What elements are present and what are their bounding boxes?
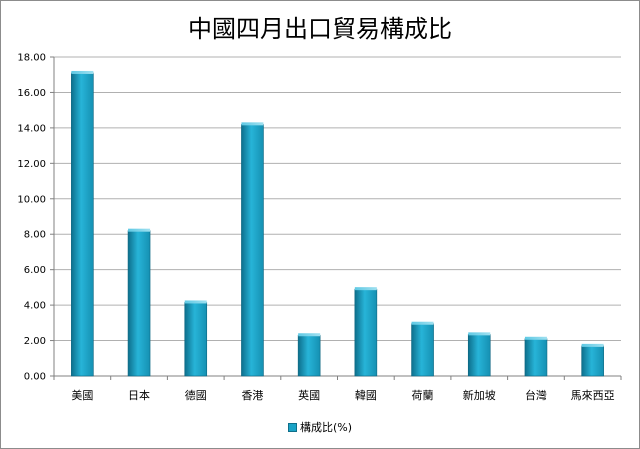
bar-cap <box>581 343 604 347</box>
bar-cap <box>411 321 434 325</box>
bar <box>127 230 151 377</box>
y-tick-label: 0.00 <box>24 372 46 383</box>
y-tick-label: 10.00 <box>17 194 46 205</box>
x-tick-label: 韓國 <box>355 389 377 402</box>
bar-cap <box>298 333 321 337</box>
legend-swatch <box>287 422 297 432</box>
bar <box>581 345 604 377</box>
bar-cap <box>354 287 377 291</box>
bar <box>524 338 548 377</box>
y-tick-label: 18.00 <box>17 53 46 64</box>
y-tick-label: 12.00 <box>17 159 46 170</box>
x-tick-label: 日本 <box>128 388 150 402</box>
bar-cap <box>468 332 491 336</box>
bar <box>184 302 208 377</box>
x-tick-label: 美國 <box>71 389 93 402</box>
x-tick-label: 英國 <box>298 388 320 402</box>
chart-title: 中國四月出口貿易構成比 <box>188 15 452 43</box>
x-tick-label: 德國 <box>185 388 207 402</box>
y-tick-label: 8.00 <box>24 230 46 241</box>
legend-label: 構成比(%) <box>299 421 353 434</box>
y-tick-label: 6.00 <box>24 265 46 276</box>
bar <box>467 334 491 377</box>
bar <box>297 334 321 377</box>
x-tick-label: 香港 <box>241 389 263 402</box>
x-tick-label: 馬來西亞 <box>571 389 615 402</box>
y-tick-label: 14.00 <box>17 123 46 134</box>
x-tick-label: 新加坡 <box>463 388 496 402</box>
bar-cap <box>71 70 94 74</box>
bar-cap <box>128 228 151 232</box>
y-tick-label: 2.00 <box>24 336 46 347</box>
bar <box>241 124 264 377</box>
bar <box>411 323 434 377</box>
bar-cap <box>241 122 264 126</box>
bar-cap <box>524 336 547 340</box>
y-tick-label: 16.00 <box>17 88 46 99</box>
legend: 構成比(%) <box>1 419 639 435</box>
bar <box>71 72 94 377</box>
x-tick-label: 台灣 <box>525 388 547 402</box>
bar <box>354 288 378 377</box>
bar-cap <box>184 300 207 304</box>
x-tick-label: 荷蘭 <box>412 389 434 402</box>
y-tick-label: 4.00 <box>24 301 46 312</box>
